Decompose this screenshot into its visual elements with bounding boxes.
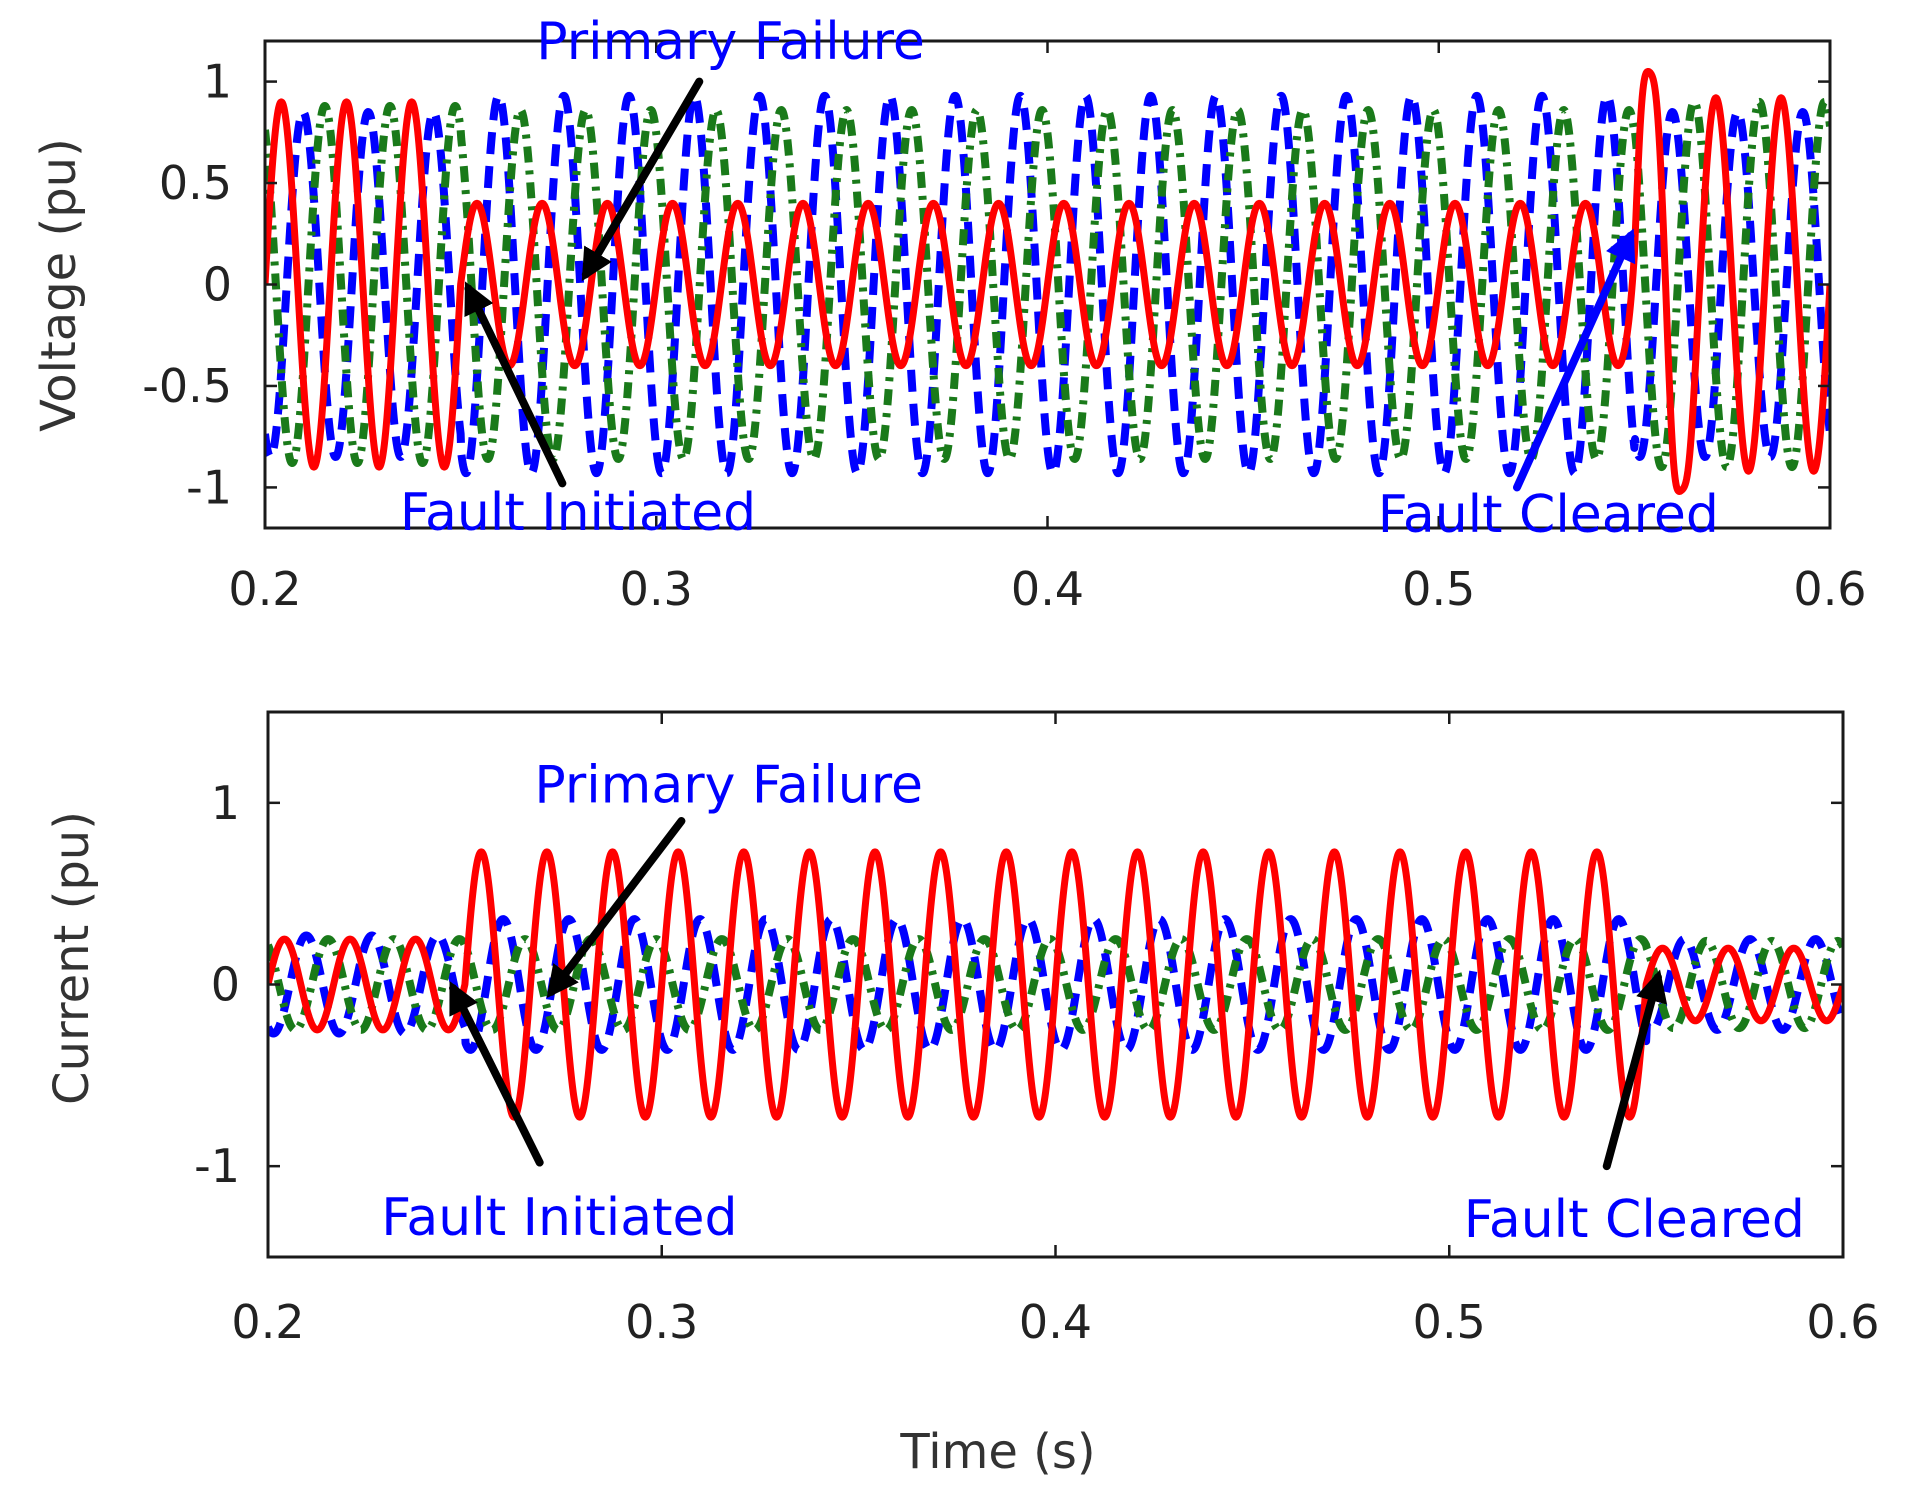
annotation-label: Primary Failure — [536, 12, 925, 72]
y-tick-label: 0 — [211, 958, 240, 1012]
current-panel: 0.2 0.3 0.4 0.5 0.6 1 0 -1 Current (pu) Primary… — [44, 710, 1880, 1349]
voltage-y-axis-title: Voltage (pu) — [31, 138, 87, 432]
annotation-label: Fault Cleared — [1464, 1190, 1805, 1250]
voltage-axis-ticks: 0.2 0.3 0.4 0.5 0.6 1 0.5 0 -0.5 -1 — [142, 41, 1867, 616]
annotation-arrow — [1602, 969, 1668, 1171]
current-y-axis-title: Current (pu) — [44, 811, 100, 1105]
current-annotations: Primary Failure Fault Initiated Fault Clea… — [381, 756, 1805, 1250]
x-tick-label: 0.2 — [228, 562, 301, 616]
voltage-series-phase-b — [265, 91, 1830, 478]
voltage-series-group — [265, 67, 1830, 495]
x-tick-label: 0.5 — [1402, 562, 1475, 616]
y-tick-label: 0 — [203, 258, 232, 312]
current-series-phase-a — [268, 848, 1843, 1121]
x-tick-label: 0.3 — [620, 562, 693, 616]
y-tick-label: -1 — [186, 460, 232, 514]
annotation-arrow — [464, 281, 567, 488]
x-tick-label: 0.6 — [1793, 562, 1866, 616]
current-series-phase-b — [268, 915, 1843, 1054]
annotation-arrow — [581, 77, 704, 282]
annotation-arrow — [546, 817, 686, 999]
annotation-arrow — [1513, 228, 1636, 492]
annotation-label: Primary Failure — [534, 756, 923, 816]
y-tick-label: 1 — [211, 776, 240, 830]
x-tick-label: 0.5 — [1413, 1295, 1486, 1349]
voltage-annotations: Primary Failure Fault Initiated Fault Clea… — [400, 12, 1719, 545]
y-tick-label: 1 — [203, 55, 232, 109]
voltage-series-phase-a — [265, 67, 1830, 495]
annotation-arrow — [449, 980, 544, 1167]
current-series-group — [268, 848, 1843, 1121]
y-tick-label: -1 — [194, 1139, 240, 1193]
y-tick-label: 0.5 — [159, 156, 232, 210]
annotation-label: Fault Cleared — [1378, 485, 1719, 545]
y-tick-label: -0.5 — [142, 359, 232, 413]
x-axis-title: Time (s) — [899, 1424, 1095, 1480]
current-axis-ticks: 0.2 0.3 0.4 0.5 0.6 1 0 -1 — [194, 712, 1880, 1349]
x-tick-label: 0.2 — [231, 1295, 304, 1349]
x-tick-label: 0.4 — [1011, 562, 1084, 616]
x-tick-label: 0.3 — [625, 1295, 698, 1349]
x-tick-label: 0.6 — [1806, 1295, 1879, 1349]
annotation-label: Fault Initiated — [400, 483, 756, 543]
x-tick-label: 0.4 — [1019, 1295, 1092, 1349]
annotation-label: Fault Initiated — [381, 1188, 737, 1248]
voltage-series-phase-c — [265, 97, 1830, 472]
